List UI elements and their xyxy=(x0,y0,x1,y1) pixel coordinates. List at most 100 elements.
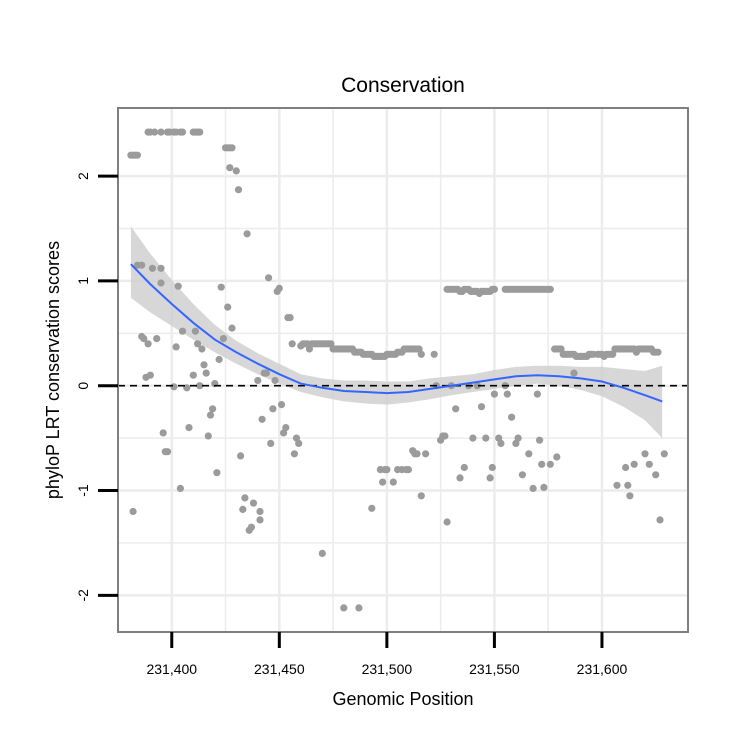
y-axis: -2 -1 0 1 2 xyxy=(75,172,118,602)
data-point xyxy=(258,415,266,423)
data-point xyxy=(172,343,180,351)
data-point xyxy=(267,439,275,447)
data-point xyxy=(452,405,460,413)
data-point xyxy=(379,478,387,486)
data-point xyxy=(413,450,421,458)
data-point xyxy=(224,303,232,311)
data-point xyxy=(533,390,542,398)
data-point xyxy=(417,350,425,358)
data-point xyxy=(553,453,561,461)
data-point xyxy=(518,471,527,479)
data-point xyxy=(265,274,273,282)
data-point xyxy=(282,424,290,432)
data-point xyxy=(163,448,172,456)
data-point xyxy=(514,434,522,442)
data-point xyxy=(275,284,283,292)
data-point xyxy=(239,505,247,513)
data-point xyxy=(228,324,236,332)
data-point xyxy=(157,279,165,287)
data-point xyxy=(508,413,516,421)
data-point xyxy=(613,481,621,489)
data-point xyxy=(148,264,156,272)
data-point xyxy=(178,327,187,335)
smooth-fit-line xyxy=(130,263,663,403)
data-point xyxy=(271,376,279,385)
data-point xyxy=(170,383,178,391)
data-point xyxy=(254,376,262,385)
data-point xyxy=(202,369,210,377)
data-point xyxy=(490,285,498,293)
data-point xyxy=(232,167,240,175)
data-point xyxy=(497,439,505,447)
data-point xyxy=(630,460,638,468)
data-point xyxy=(189,371,197,379)
confidence-band-layer xyxy=(130,226,663,439)
data-point xyxy=(219,335,227,343)
data-point xyxy=(151,128,159,136)
data-point xyxy=(176,484,184,492)
data-point xyxy=(234,186,243,194)
data-point xyxy=(456,474,464,482)
data-point xyxy=(256,507,264,516)
data-point xyxy=(209,405,217,413)
data-point xyxy=(241,494,249,502)
y-tick-label: 1 xyxy=(75,277,91,285)
confidence-band xyxy=(130,226,663,439)
data-point xyxy=(269,405,277,413)
y-tick-label: -1 xyxy=(75,484,91,497)
data-point xyxy=(477,403,486,411)
data-point xyxy=(146,371,154,379)
data-point xyxy=(204,432,212,440)
data-point xyxy=(228,144,236,152)
data-point xyxy=(641,450,649,458)
data-point xyxy=(226,164,234,172)
data-point xyxy=(277,401,286,409)
data-point xyxy=(140,335,148,343)
data-point xyxy=(213,469,221,477)
data-point xyxy=(159,429,167,437)
data-point xyxy=(288,340,296,348)
data-point xyxy=(153,335,161,343)
data-point xyxy=(295,439,303,447)
data-point xyxy=(538,460,546,468)
data-point xyxy=(217,283,225,291)
data-point xyxy=(546,460,554,468)
y-tick-label: 0 xyxy=(75,382,91,390)
data-point xyxy=(215,355,223,364)
data-point xyxy=(178,128,187,136)
data-point xyxy=(133,151,141,159)
data-point xyxy=(340,604,348,612)
data-point xyxy=(469,434,477,442)
y-axis-label: phyloP LRT conservation scores xyxy=(43,241,63,499)
data-point xyxy=(383,466,391,474)
data-point xyxy=(486,474,494,482)
data-point xyxy=(570,369,578,377)
data-point xyxy=(237,452,245,460)
data-point xyxy=(622,463,630,472)
data-point xyxy=(286,314,294,322)
data-point xyxy=(389,478,397,486)
grid-minor xyxy=(118,108,688,632)
data-point xyxy=(529,484,537,492)
data-point xyxy=(645,460,653,468)
x-tick-label: 231,550 xyxy=(469,661,520,677)
data-point xyxy=(473,382,481,390)
data-point xyxy=(460,463,468,472)
x-tick-label: 231,500 xyxy=(362,661,413,677)
data-point xyxy=(249,499,258,507)
smooth-line-layer xyxy=(130,263,663,403)
data-point xyxy=(355,604,363,612)
data-point xyxy=(417,492,425,500)
data-point xyxy=(503,390,511,398)
y-tick-label: 2 xyxy=(75,172,91,180)
data-point xyxy=(318,549,326,558)
y-tick-label: -2 xyxy=(75,589,91,602)
points-layer xyxy=(127,128,668,612)
data-point xyxy=(660,450,668,458)
data-point xyxy=(624,481,632,489)
data-point xyxy=(654,348,662,356)
data-point xyxy=(256,516,264,524)
data-point xyxy=(174,282,182,290)
chart-title: Conservation xyxy=(341,74,465,97)
